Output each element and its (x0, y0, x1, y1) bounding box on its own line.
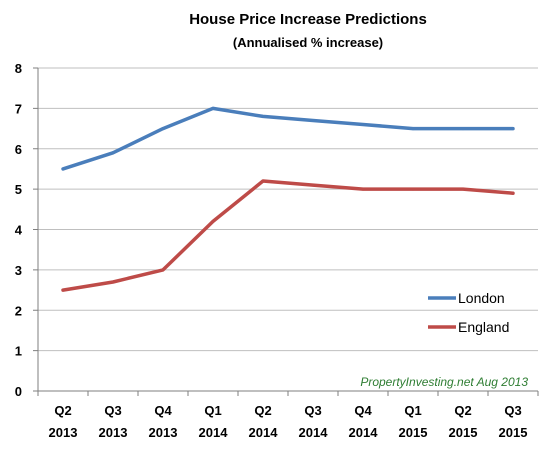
data-point (511, 191, 515, 195)
x-tick-label-quarter: Q1 (204, 403, 221, 418)
x-tick-label-year: 2014 (199, 425, 229, 440)
data-point (411, 187, 415, 191)
x-tick-label-year: 2014 (249, 425, 279, 440)
x-tick-label-quarter: Q2 (254, 403, 271, 418)
data-point (261, 179, 265, 183)
x-tick-label-year: 2013 (149, 425, 178, 440)
y-tick-label: 7 (15, 101, 22, 116)
data-point (61, 167, 65, 171)
data-point (311, 118, 315, 122)
data-point (311, 183, 315, 187)
x-tick-label-quarter: Q4 (154, 403, 172, 418)
data-point (511, 127, 515, 131)
x-tick-label-year: 2014 (349, 425, 379, 440)
source-annotation: PropertyInvesting.net Aug 2013 (360, 375, 528, 389)
data-point (411, 127, 415, 131)
data-point (461, 127, 465, 131)
legend-label: London (458, 290, 505, 306)
x-tick-labels: Q2 2013 Q3 2013 Q4 2013 Q1 2014 Q2 2014 Q3 2014 Q4 20… (49, 403, 528, 440)
x-tick-label-year: 2015 (499, 425, 528, 440)
y-tick-label: 5 (15, 182, 22, 197)
data-point (211, 219, 215, 223)
data-point (111, 280, 115, 284)
data-point (261, 114, 265, 118)
x-tick-label-quarter: Q3 (304, 403, 321, 418)
data-point (211, 106, 215, 110)
data-point (61, 288, 65, 292)
series-line-england (61, 179, 515, 292)
x-tick-label-quarter: Q1 (404, 403, 421, 418)
y-tick-label: 3 (15, 263, 22, 278)
chart-title: House Price Increase Predictions (189, 11, 427, 28)
data-point (111, 151, 115, 155)
x-tick-label-year: 2014 (299, 425, 329, 440)
data-point (461, 187, 465, 191)
data-point (361, 187, 365, 191)
x-tick-label-year: 2013 (99, 425, 128, 440)
legend: London England (428, 290, 509, 335)
x-tick-label-quarter: Q3 (104, 403, 121, 418)
x-tick-label-year: 2015 (449, 425, 478, 440)
legend-label: England (458, 319, 509, 335)
y-tick-label: 4 (15, 223, 23, 238)
chart-subtitle: (Annualised % increase) (233, 35, 383, 50)
y-tick-label: 2 (15, 303, 22, 318)
x-tick-label-quarter: Q2 (54, 403, 71, 418)
data-point (361, 123, 365, 127)
axes (33, 67, 539, 396)
data-point (161, 127, 165, 131)
x-tick-label-quarter: Q3 (504, 403, 521, 418)
x-tick-label-quarter: Q4 (354, 403, 372, 418)
gridlines (38, 67, 538, 352)
x-tick-label-year: 2013 (49, 425, 78, 440)
series-lines (61, 106, 515, 292)
x-tick-label-year: 2015 (399, 425, 428, 440)
x-tick-label-quarter: Q2 (454, 403, 471, 418)
data-point (161, 268, 165, 272)
y-tick-label: 6 (15, 142, 22, 157)
y-tick-label: 8 (15, 61, 22, 76)
y-tick-labels: 0 1 2 3 4 5 6 7 8 (15, 61, 23, 399)
series-line-london (61, 106, 515, 171)
y-tick-label: 0 (15, 384, 22, 399)
y-tick-label: 1 (15, 344, 22, 359)
